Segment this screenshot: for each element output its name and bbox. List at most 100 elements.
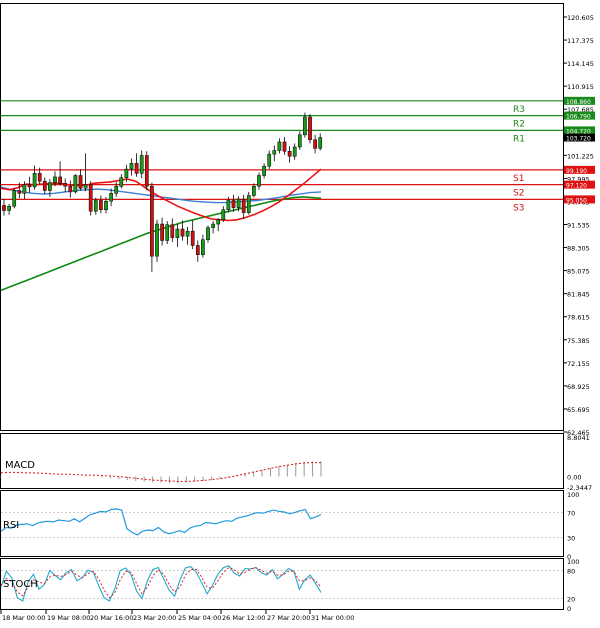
candle-body xyxy=(104,200,108,211)
candle-body xyxy=(37,173,42,182)
rsi-line xyxy=(0,508,322,536)
level-name-r3: R3 xyxy=(513,105,525,115)
stoch-axis-tick-label: 100 xyxy=(567,558,579,566)
candle-body xyxy=(216,219,221,225)
candle-body xyxy=(277,141,282,151)
candle-body xyxy=(63,183,68,187)
candle xyxy=(236,196,241,212)
level-price-label-s3: 95.050 xyxy=(566,197,587,204)
candle xyxy=(318,133,323,151)
candle xyxy=(150,182,154,272)
candle-body xyxy=(88,184,93,212)
candle-body xyxy=(129,163,134,170)
candle xyxy=(7,204,11,215)
price-axis-tick-label: 75.385 xyxy=(567,337,590,345)
candle xyxy=(246,191,251,215)
candle xyxy=(165,221,170,245)
candle-body xyxy=(267,153,272,167)
candle-body xyxy=(241,198,246,213)
rsi-axis-tick-label: 100 xyxy=(567,491,579,499)
candle-body xyxy=(53,176,57,183)
candle xyxy=(104,196,108,214)
candle xyxy=(206,225,210,243)
candle-body xyxy=(7,205,11,211)
candle-body xyxy=(17,190,22,194)
candle xyxy=(303,112,307,138)
candle-body xyxy=(195,245,200,255)
candle-body xyxy=(308,116,312,141)
candle xyxy=(99,195,103,214)
candle xyxy=(262,163,266,179)
price-axis-tick-label: 110.915 xyxy=(567,83,594,91)
candle-body xyxy=(99,200,103,211)
x-axis-tick-label: 18 Mar 00:00 xyxy=(2,614,45,622)
candle xyxy=(2,199,6,216)
price-axis-tick-label: 91.535 xyxy=(567,222,590,230)
candle-body xyxy=(201,239,205,255)
candle-body xyxy=(144,155,149,187)
candle-body xyxy=(12,190,17,207)
candle xyxy=(53,171,57,187)
rsi-axis-tick-label: 70 xyxy=(567,510,575,518)
candle xyxy=(68,180,73,198)
candle xyxy=(267,150,272,170)
candle-body xyxy=(78,175,83,189)
candle xyxy=(308,114,312,144)
x-axis-tick-label: 25 Mar 04:00 xyxy=(178,614,221,622)
candle-body xyxy=(272,150,277,155)
price-axis-tick-label: 107.685 xyxy=(567,106,594,114)
price-axis-tick-label: 117.375 xyxy=(567,37,594,45)
main-pane xyxy=(0,3,564,431)
stoch-k-line xyxy=(0,565,322,602)
candle xyxy=(12,188,17,209)
candle xyxy=(129,158,134,176)
candle-body xyxy=(73,175,78,193)
candle xyxy=(63,178,68,192)
candle-body xyxy=(109,193,113,202)
macd-label: MACD xyxy=(5,460,35,471)
stoch-axis-tick-label: 0 xyxy=(567,605,571,613)
candle-body xyxy=(236,198,241,208)
candle-body xyxy=(226,200,231,211)
candle xyxy=(139,150,144,179)
candle-body xyxy=(318,137,323,149)
candle-body xyxy=(287,150,292,157)
x-axis-tick-label: 31 Mar 00:00 xyxy=(311,614,354,622)
candle xyxy=(124,164,129,182)
candle-body xyxy=(221,209,226,221)
price-axis-tick-label: 81.845 xyxy=(567,291,590,299)
candle-body xyxy=(48,182,52,191)
price-axis-tick-label: 88.305 xyxy=(567,245,590,253)
candle xyxy=(109,188,113,207)
level-name-s1: S1 xyxy=(513,174,524,184)
candle xyxy=(211,221,215,234)
candle xyxy=(88,181,93,216)
candle xyxy=(231,194,236,212)
level-price-box-s1 xyxy=(564,165,595,174)
candle-body xyxy=(262,165,266,176)
price-axis-tick-label: 62.465 xyxy=(567,429,590,437)
candle xyxy=(180,220,185,241)
candle xyxy=(93,197,98,215)
stoch-d-line xyxy=(0,567,322,599)
candle-body xyxy=(93,200,98,212)
current-price-label: 103.720 xyxy=(566,136,591,143)
x-axis-tick-label: 26 Mar 12:00 xyxy=(222,614,265,622)
candle-body xyxy=(175,228,180,238)
candle xyxy=(83,153,88,192)
candle-body xyxy=(170,224,175,238)
level-price-box-r1 xyxy=(564,126,595,135)
candle xyxy=(221,206,226,222)
candle xyxy=(190,220,195,250)
price-axis-tick-label: 68.925 xyxy=(567,383,590,391)
candle xyxy=(17,182,22,199)
candle xyxy=(37,167,42,185)
candle xyxy=(282,136,287,155)
price-axis-tick-label: 101.225 xyxy=(567,152,594,160)
candle-body xyxy=(27,184,32,188)
candle xyxy=(292,143,297,160)
macd-pane xyxy=(0,433,564,489)
rsi-pane xyxy=(0,490,564,557)
candle xyxy=(160,217,164,246)
level-price-box-s2 xyxy=(564,180,595,189)
